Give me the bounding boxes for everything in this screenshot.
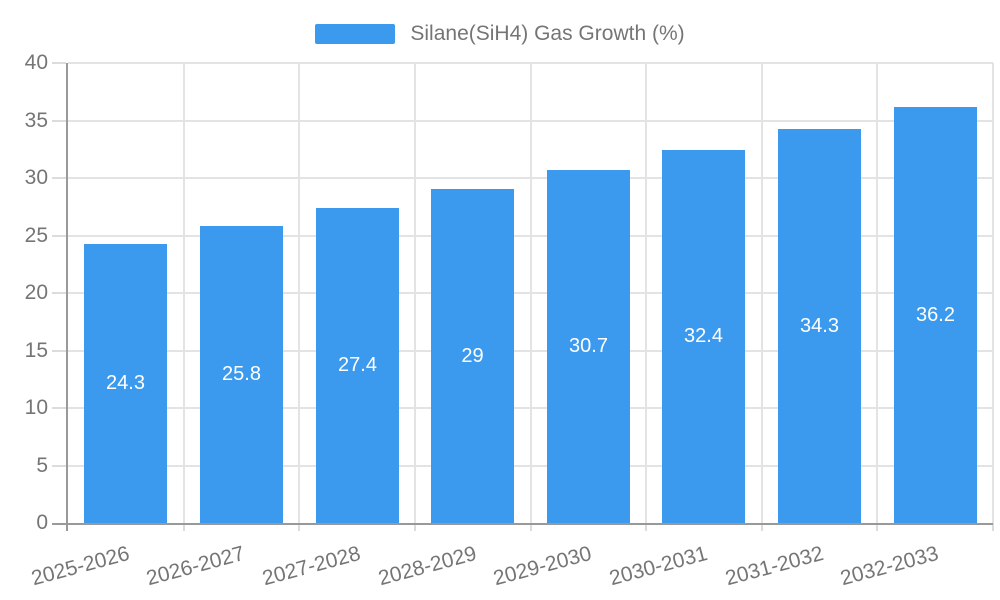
gridline-vertical [529,63,532,523]
bar-value-label: 36.2 [916,303,955,326]
x-axis-tick [298,523,301,531]
gridline-vertical [298,63,301,523]
x-axis-tick [182,523,185,531]
x-axis-category-label: 2027-2028 [260,542,364,591]
gridline-vertical [413,63,416,523]
bar-value-label: 25.8 [222,363,261,385]
y-axis-tick-label: 25 [24,223,48,247]
legend-item[interactable]: Silane(SiH4) Gas Growth (%) [0,22,1000,46]
bar-value-label: 24.3 [106,372,145,394]
x-axis-category-label: 2032-2033 [838,542,942,591]
gridline-vertical [182,63,185,523]
bar[interactable]: 36.2 [894,107,977,523]
y-axis-tick [52,349,66,352]
x-axis-tick [992,523,994,531]
y-axis-tick [52,234,66,237]
y-axis-tick-label: 30 [24,166,48,189]
bar[interactable]: 29 [431,189,514,523]
x-axis-tick [876,523,879,531]
x-axis-category-label: 2029-2030 [491,542,595,591]
bar-value-label: 27.4 [338,354,377,376]
y-axis-tick-label: 15 [24,338,48,362]
bar[interactable]: 25.8 [200,226,283,523]
x-axis-category-label: 2031-2032 [722,542,826,591]
y-axis-tick [52,119,66,122]
bar[interactable]: 24.3 [84,244,167,523]
x-axis-category-label: 2026-2027 [144,542,248,591]
bar[interactable]: 30.7 [547,170,630,523]
x-axis-tick [529,523,532,531]
y-axis-line [66,63,68,531]
y-axis-tick [52,292,66,294]
x-axis-tick [760,523,763,531]
x-axis-line [52,523,993,525]
gridline-vertical [992,63,994,523]
bar[interactable]: 32.4 [662,150,745,523]
plot-area: 0 5 10 15 20 25 30 35 40 24.3 25.8 27.4 29 30.7 32.4 34… [25,51,994,590]
y-axis-tick [52,464,66,467]
y-axis-tick [52,407,66,409]
bar-value-label: 30.7 [569,335,608,357]
y-axis-tick-label: 20 [24,281,48,304]
legend-label: Silane(SiH4) Gas Growth (%) [410,22,685,45]
x-axis-tick [413,523,416,531]
x-axis-category-label: 2028-2029 [375,542,479,591]
bar[interactable]: 34.3 [778,129,861,523]
bar[interactable]: 27.4 [316,208,399,523]
x-axis-category-label: 2025-2026 [28,542,132,591]
y-axis-tick-label: 5 [36,453,48,477]
y-axis-tick-label: 10 [24,396,48,419]
bar-value-label: 34.3 [800,314,839,337]
y-axis-tick [52,62,66,64]
y-axis-tick-label: 0 [36,511,48,534]
gridline-vertical [876,63,879,523]
legend-swatch [315,24,396,44]
x-axis-category-label: 2030-2031 [606,542,710,591]
gridline-vertical [760,63,763,523]
bar-value-label: 32.4 [684,325,723,347]
y-axis-tick [52,177,66,179]
y-axis-tick-label: 35 [24,108,48,132]
y-axis-tick-label: 40 [24,51,48,74]
bar-value-label: 29 [461,344,484,367]
x-axis-tick [645,523,648,531]
gridline-vertical [645,63,648,523]
